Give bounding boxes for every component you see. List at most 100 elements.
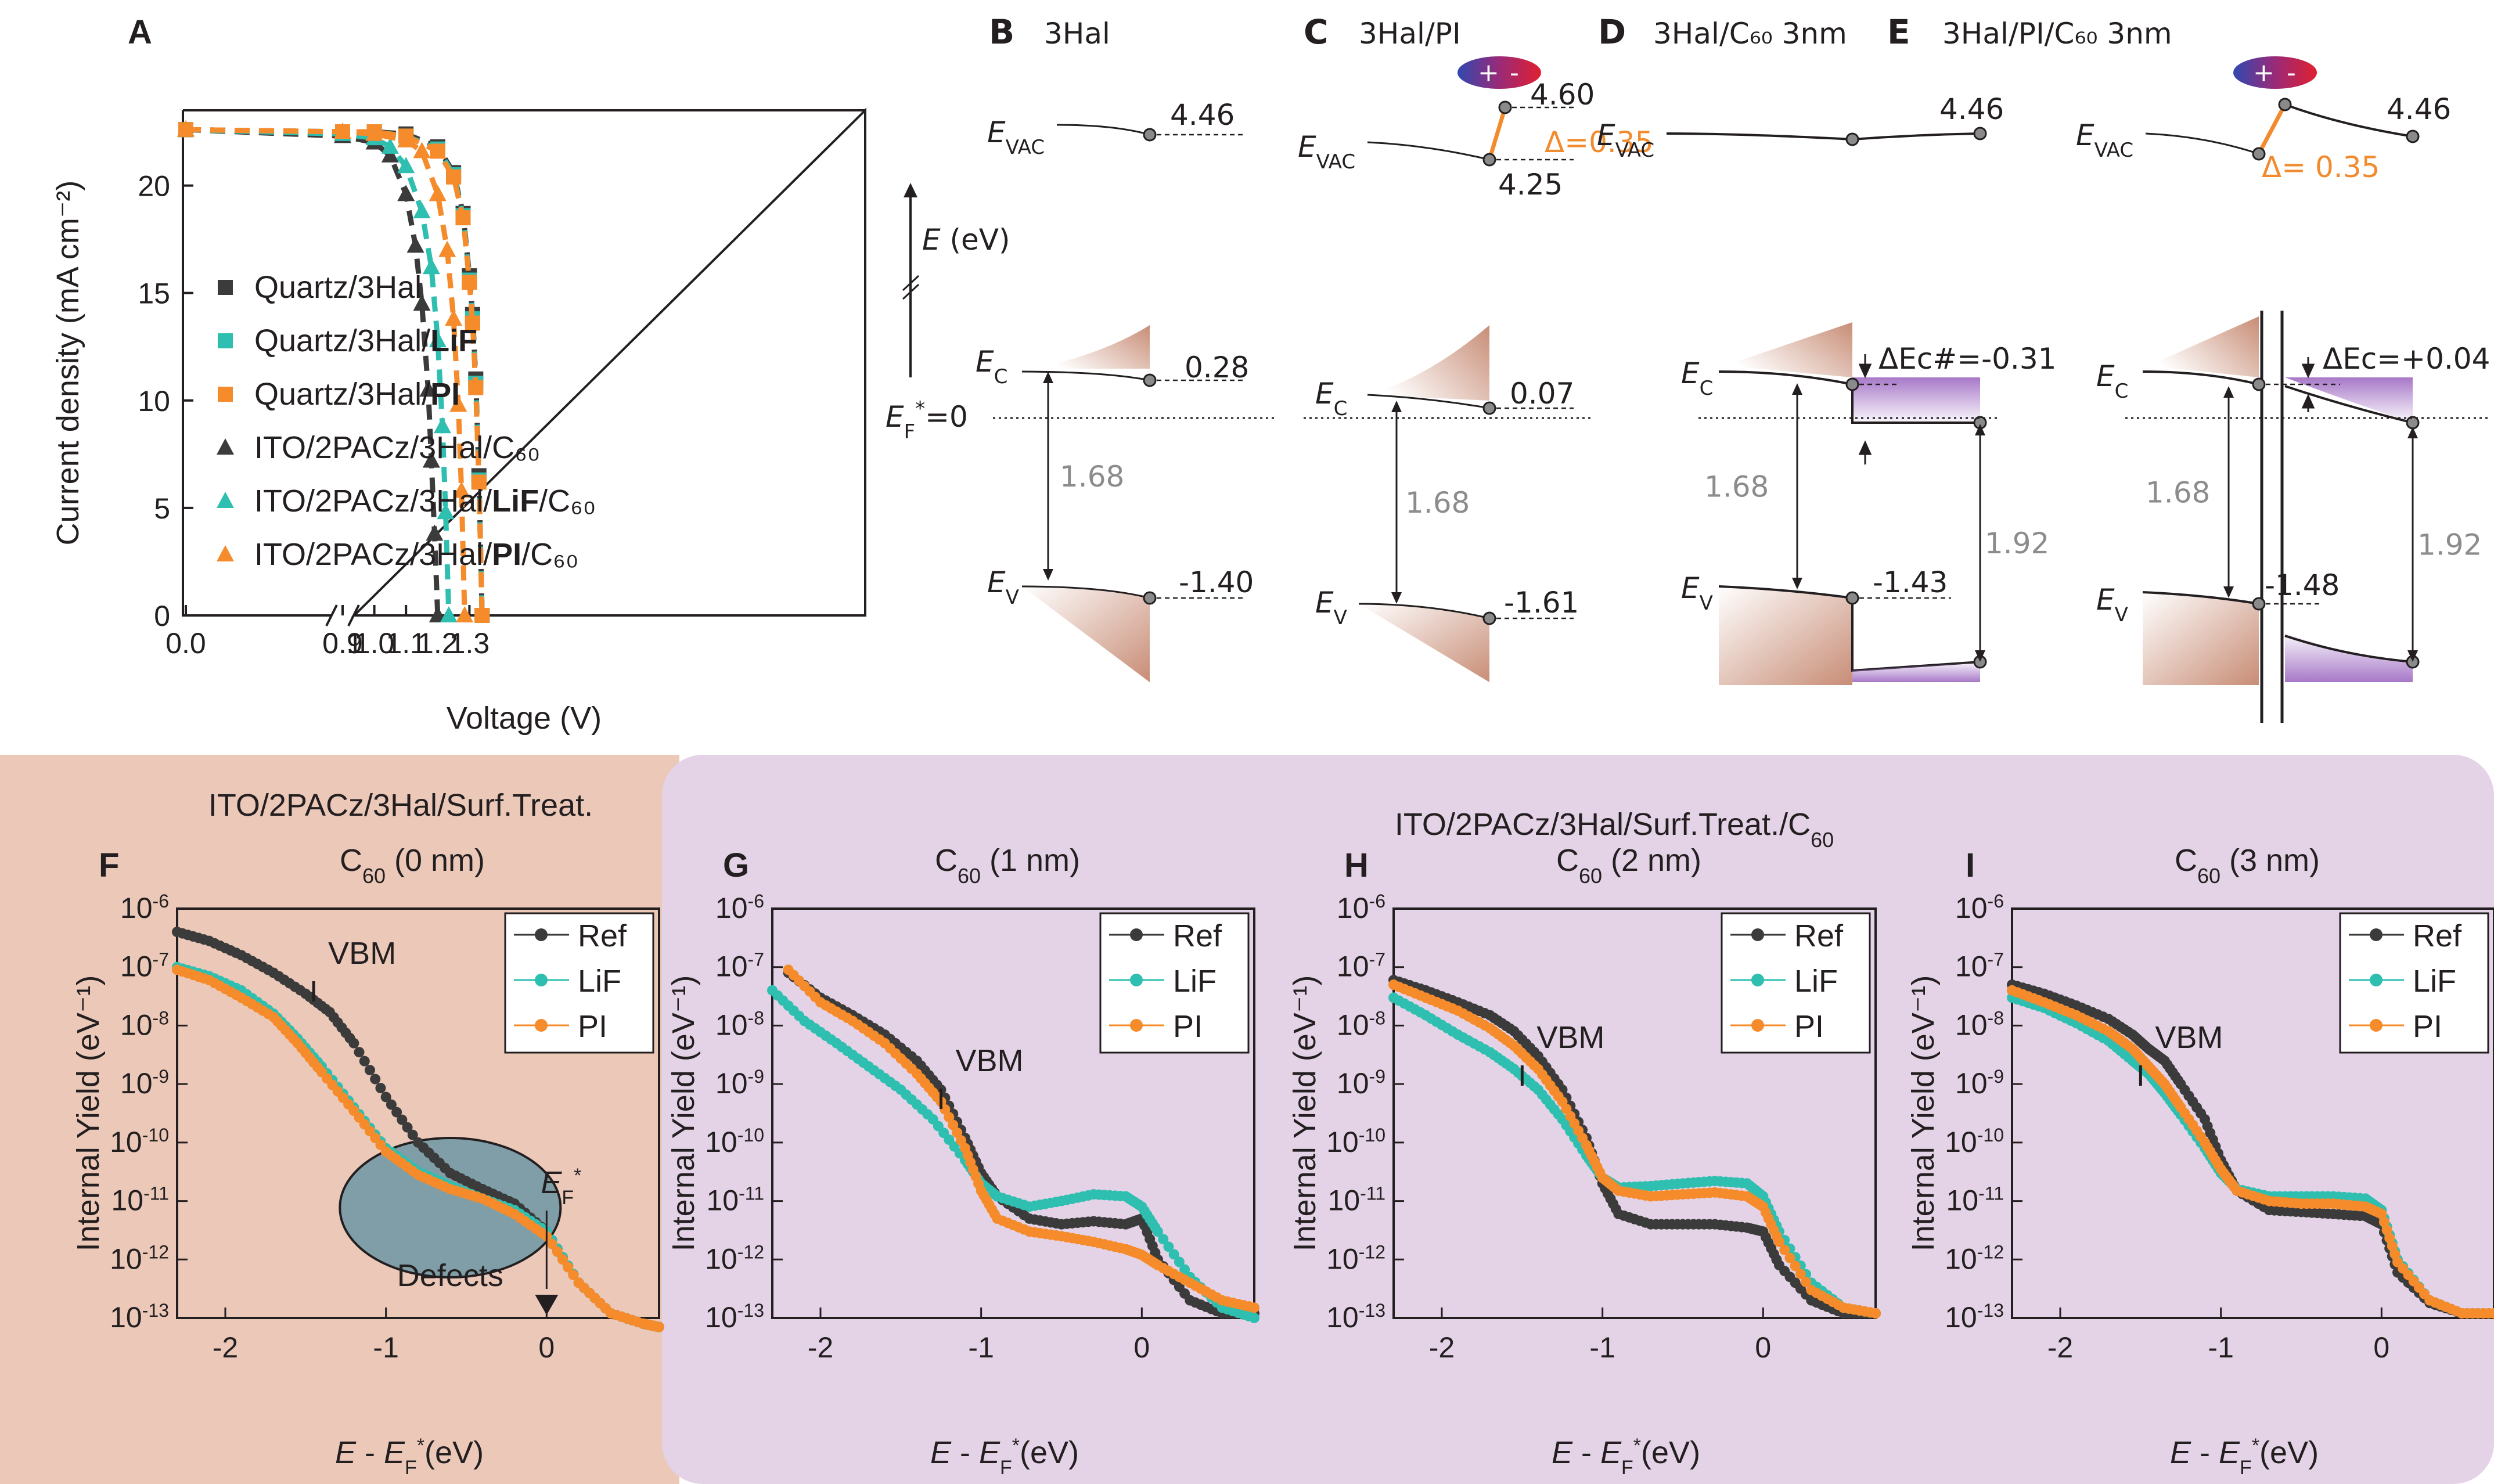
- data-point: [386, 1099, 397, 1110]
- text-span: C: [2175, 843, 2197, 878]
- x-tick-label: -2: [2047, 1331, 2073, 1364]
- data-point: [455, 210, 471, 226]
- data-point: [402, 1122, 413, 1133]
- y-tick-label: 10-9: [1955, 1066, 2004, 1100]
- y-tick-label: 10-12: [1326, 1241, 1385, 1275]
- x-tick-label: 1.0: [354, 627, 395, 660]
- y-tick-label: 10-7: [120, 949, 169, 983]
- series-pi: [783, 964, 1259, 1313]
- legend-marker: [218, 280, 233, 295]
- plot-frame: [771, 907, 1255, 1319]
- text-span: VAC: [1006, 136, 1045, 159]
- text-span: E: [2076, 118, 2094, 152]
- text-span: -12: [142, 1241, 169, 1262]
- text-span: 60: [2197, 864, 2221, 888]
- vacuum-value-e: 4.46: [2387, 92, 2451, 126]
- y-tick-label: 10-13: [110, 1300, 169, 1334]
- c60-cb-fill-d: [1852, 377, 1980, 423]
- text-span: E: [987, 116, 1006, 149]
- text-span: F: [562, 1187, 574, 1209]
- text-span: -13: [737, 1300, 764, 1321]
- y-tick-label: 10-13: [705, 1300, 764, 1334]
- data-point: [391, 1107, 402, 1118]
- c60-vb-line-e: [2284, 635, 2413, 663]
- data-point: [546, 1238, 557, 1249]
- text-span: -6: [153, 891, 169, 912]
- vb-fill-c: [1359, 604, 1489, 682]
- text-span: E: [1315, 377, 1334, 410]
- legend-label: LiF: [1794, 964, 1838, 999]
- legend-text: Quartz/3Hal/: [254, 323, 430, 358]
- data-point: [397, 185, 415, 201]
- gap-arrow-d-head-up: [1792, 383, 1802, 395]
- cb-line-e: [2142, 370, 2259, 386]
- data-point: [952, 1127, 963, 1138]
- text-span: 10: [715, 1067, 748, 1100]
- data-point: [440, 606, 458, 622]
- text-span: -13: [1977, 1300, 2004, 1321]
- text-span: -7: [1369, 949, 1385, 970]
- group-title-ghi: ITO/2PACz/3Hal/Surf.Treat./C60: [1395, 807, 1834, 852]
- data-point: [359, 1056, 370, 1067]
- text-span: 10: [1955, 950, 1988, 983]
- evac-label-e: EVAC: [2076, 118, 2133, 162]
- text-span: 10: [120, 892, 153, 924]
- evac-label-c: EVAC: [1298, 130, 1355, 174]
- data-point: [1163, 1241, 1174, 1252]
- text-span: E: [1298, 130, 1316, 164]
- text-span: 10: [1326, 1301, 1359, 1334]
- panel-i: I C60 (3 nm)10-1310-1210-1110-1010-910-81…: [1906, 843, 2494, 1479]
- delta-ec-e: ΔEᴄ=+0.04: [2323, 342, 2490, 376]
- panel-title-e: 3Hal/PI/C₆₀ 3nm: [1942, 17, 2172, 51]
- x-tick-label: 0: [538, 1331, 555, 1364]
- text-span: V: [1006, 586, 1019, 609]
- text-span: -8: [1369, 1007, 1385, 1028]
- legend-label: PI: [578, 1009, 607, 1044]
- y-tick-label: 20: [138, 170, 170, 203]
- text-span: -13: [1359, 1300, 1385, 1321]
- vacuum-level-c: [1367, 141, 1490, 161]
- ev-label-b: EV: [987, 565, 1019, 609]
- y-tick-label: 10-8: [120, 1007, 169, 1041]
- energy-axis-break: [902, 275, 920, 300]
- vb-point-d: [1845, 591, 1859, 605]
- data-point: [465, 315, 480, 331]
- text-span: 10: [111, 1184, 144, 1217]
- text-span: 10: [1955, 892, 1988, 924]
- y-tick-label: 10-11: [1946, 1183, 2004, 1217]
- legend-marker: [1751, 928, 1764, 941]
- text-span: 10: [110, 1242, 142, 1275]
- text-span: 10: [705, 1126, 737, 1158]
- data-point: [365, 1065, 375, 1076]
- legend-label: PI: [2413, 1009, 2442, 1044]
- dipole-ellipse: [2233, 56, 2317, 89]
- legend-marker: [535, 974, 548, 986]
- text-span: -11: [739, 1183, 764, 1204]
- text-span: =0: [925, 400, 968, 434]
- vb-value-e: -1.48: [2265, 568, 2340, 602]
- gap-arrow-d-head-down: [1792, 578, 1802, 589]
- data-point: [430, 143, 445, 159]
- data-point: [1784, 1252, 1795, 1263]
- legend-label: Ref: [578, 919, 627, 953]
- data-point: [397, 157, 415, 174]
- yield-panels: F C60 (0 nm)10-1310-1210-1110-1010-910-81…: [71, 788, 2494, 1479]
- data-point: [944, 1112, 955, 1123]
- y-tick-label: 10-9: [715, 1066, 764, 1100]
- legend-marker: [217, 438, 234, 455]
- data-point: [413, 202, 431, 218]
- text-span: -: [1572, 1435, 1600, 1470]
- data-point: [397, 131, 415, 147]
- text-span: E: [922, 223, 941, 257]
- x-tick-label: -1: [1589, 1331, 1615, 1364]
- x-axis-label: E - EF*(eV): [335, 1435, 484, 1479]
- y-tick-label: 10-8: [1337, 1007, 1385, 1041]
- gap-arrow-e2-head-up: [2407, 427, 2418, 438]
- text-span: -7: [153, 949, 169, 970]
- text-span: 60: [958, 864, 981, 888]
- text-span: E: [1597, 118, 1615, 152]
- text-span: F: [2240, 1457, 2252, 1479]
- y-tick-label: 15: [138, 278, 170, 310]
- data-point: [437, 503, 455, 520]
- ev-label-e: EV: [2096, 583, 2128, 626]
